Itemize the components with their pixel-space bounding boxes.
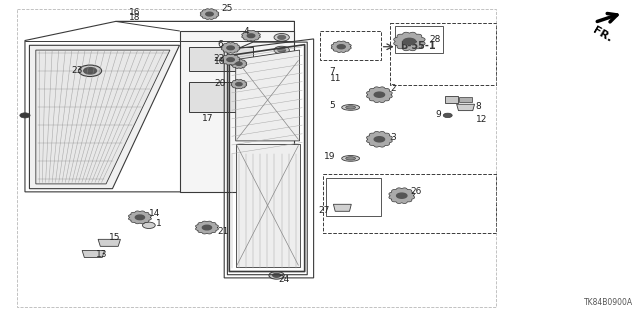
Text: 4: 4 [243,27,249,36]
Bar [189,82,253,112]
Circle shape [20,113,30,118]
Ellipse shape [342,156,360,161]
Polygon shape [457,104,474,111]
Text: 18: 18 [129,13,141,22]
Text: 28: 28 [430,35,441,44]
Text: 22: 22 [213,53,224,62]
Circle shape [79,65,102,76]
Bar [323,174,495,233]
Circle shape [403,38,416,44]
Circle shape [143,222,156,228]
Ellipse shape [346,106,356,109]
Text: TK84B0900A: TK84B0900A [584,298,633,307]
Polygon shape [98,239,120,246]
Circle shape [278,85,285,89]
Bar [326,178,381,216]
Text: 19: 19 [324,152,335,161]
Bar [17,9,495,307]
Circle shape [247,34,255,38]
Text: 20: 20 [214,79,225,88]
Polygon shape [29,45,179,189]
Text: 16: 16 [129,8,141,17]
Text: 8: 8 [476,102,481,111]
Text: 9: 9 [436,110,442,119]
Bar [390,23,495,85]
Polygon shape [231,59,247,68]
Text: 24: 24 [278,275,289,284]
Text: 14: 14 [149,209,160,218]
Text: 17: 17 [202,114,213,123]
Circle shape [202,225,212,230]
Polygon shape [129,211,151,224]
Circle shape [374,137,385,142]
Bar [189,47,253,71]
Circle shape [227,46,234,50]
Circle shape [236,83,242,86]
Circle shape [337,45,345,49]
Polygon shape [196,221,218,234]
Bar [460,97,472,102]
Text: FR.: FR. [591,25,614,44]
Text: 6: 6 [217,40,223,49]
Text: B-55-1: B-55-1 [400,41,435,51]
Text: 10: 10 [214,57,225,66]
Text: 2: 2 [390,84,396,93]
Circle shape [374,92,385,97]
Circle shape [274,64,289,71]
Text: 13: 13 [96,250,108,259]
Circle shape [236,62,242,65]
Text: 15: 15 [109,233,120,242]
Polygon shape [236,50,300,141]
Circle shape [444,113,452,118]
Polygon shape [200,9,219,20]
Polygon shape [332,41,351,52]
Polygon shape [179,31,294,192]
Circle shape [274,34,289,41]
Circle shape [206,12,213,16]
Text: 27: 27 [318,206,330,215]
Polygon shape [82,251,104,258]
Ellipse shape [346,157,356,160]
Text: 25: 25 [221,4,232,13]
Circle shape [227,58,234,61]
Text: 26: 26 [411,187,422,196]
Polygon shape [389,188,415,204]
Polygon shape [221,54,240,65]
Circle shape [278,36,285,39]
Polygon shape [394,32,425,51]
Polygon shape [36,50,170,184]
Text: 21: 21 [218,227,229,236]
Text: 12: 12 [476,115,487,124]
Text: 23: 23 [71,66,83,75]
Circle shape [84,68,97,74]
Text: 5: 5 [330,101,335,110]
Polygon shape [367,87,392,102]
Polygon shape [242,30,260,41]
Bar [320,31,381,60]
Circle shape [273,273,280,277]
Circle shape [135,215,145,220]
Circle shape [269,271,284,279]
Circle shape [274,83,289,91]
Text: 1: 1 [156,219,162,228]
Polygon shape [333,204,351,211]
Text: 11: 11 [330,74,341,83]
Polygon shape [236,144,300,267]
Circle shape [278,66,285,69]
Circle shape [397,193,407,198]
Polygon shape [367,132,392,147]
Text: 7: 7 [330,67,335,76]
FancyBboxPatch shape [445,96,458,103]
Circle shape [274,46,289,54]
Polygon shape [231,80,247,89]
Ellipse shape [342,105,360,110]
Circle shape [278,48,285,52]
Bar [396,26,444,53]
Text: 3: 3 [390,132,396,141]
Polygon shape [221,43,240,53]
